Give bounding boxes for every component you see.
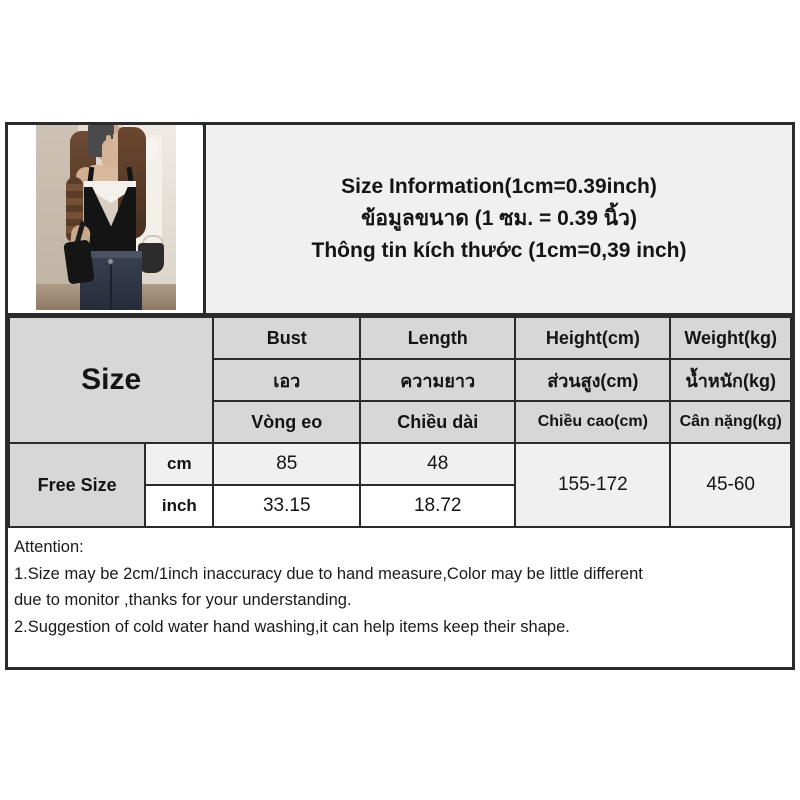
unit-cm: cm <box>144 442 215 486</box>
product-photo <box>36 125 176 310</box>
header-bust-en: Bust <box>212 316 362 360</box>
title-line-english: Size Information(1cm=0.39inch) <box>341 175 657 199</box>
header-weight-th: น้ำหนัก(kg) <box>669 358 792 402</box>
green-corner-marker-icon <box>202 125 203 136</box>
attention-line-1a: 1.Size may be 2cm/1inch inaccuracy due t… <box>14 564 643 583</box>
value-bust-inch: 33.15 <box>212 484 362 528</box>
attention-line-2: 2.Suggestion of cold water hand washing,… <box>14 618 570 637</box>
value-bust-cm: 85 <box>212 442 362 486</box>
jeans-waistband <box>80 251 142 258</box>
title-line-thai: ข้อมูลขนาด (1 ซม. = 0.39 นิ้ว) <box>361 207 637 231</box>
header-weight-vi: Cân nặng(kg) <box>669 400 792 444</box>
header-length-vi: Chiều dài <box>359 400 517 444</box>
table-row-headers-english: Size Bust Length Height(cm) Weight(kg) <box>7 316 792 444</box>
attention-block: Attention: 1.Size may be 2cm/1inch inacc… <box>8 528 792 667</box>
title-block: Size Information(1cm=0.39inch) ข้อมูลขนา… <box>206 125 792 313</box>
attention-line-1b: due to monitor ,thanks for your understa… <box>14 591 352 610</box>
size-chart-card: Size Information(1cm=0.39inch) ข้อมูลขนา… <box>5 122 795 670</box>
size-table: Size Bust Length Height(cm) Weight(kg) เ… <box>7 316 792 528</box>
header-bust-th: เอว <box>212 358 362 402</box>
table-row-headers-vietnamese: Vòng eo Chiều dài Chiều cao(cm) Cân nặng… <box>9 400 792 444</box>
header-bust-vi: Vòng eo <box>212 400 362 444</box>
header-length-th: ความยาว <box>359 358 517 402</box>
header-height-th: ส่วนสูง(cm) <box>514 358 672 402</box>
value-length-inch: 18.72 <box>359 484 517 528</box>
header-length-en: Length <box>359 316 517 360</box>
jeans-seam <box>110 265 112 310</box>
value-height-range: 155-172 <box>514 442 672 528</box>
value-weight-range: 45-60 <box>669 442 792 528</box>
title-line-vietnamese: Thông tin kích thước (1cm=0,39 inch) <box>311 238 687 262</box>
free-size-label: Free Size <box>7 442 147 528</box>
header-height-vi: Chiều cao(cm) <box>514 400 672 444</box>
model-finger-2 <box>113 133 118 151</box>
unit-inch: inch <box>144 484 215 528</box>
header-band: Size Information(1cm=0.39inch) ข้อมูลขนา… <box>8 125 792 316</box>
photo-bag-handle <box>142 235 164 249</box>
size-column-label: Size <box>7 316 215 444</box>
model-finger-1 <box>106 135 111 151</box>
value-length-cm: 48 <box>359 442 517 486</box>
product-photo-cell <box>8 125 206 313</box>
photo-bag <box>138 243 164 273</box>
header-weight-en: Weight(kg) <box>669 316 792 360</box>
table-row-inch: inch 33.15 18.72 <box>9 484 791 528</box>
table-row-headers-thai: เอว ความยาว ส่วนสูง(cm) น้ำหนัก(kg) <box>9 358 792 402</box>
header-height-en: Height(cm) <box>514 316 672 360</box>
jeans-button <box>108 259 113 264</box>
table-row-cm: Free Size cm 85 48 155-172 45-60 <box>7 442 792 528</box>
attention-heading: Attention: <box>14 538 84 556</box>
